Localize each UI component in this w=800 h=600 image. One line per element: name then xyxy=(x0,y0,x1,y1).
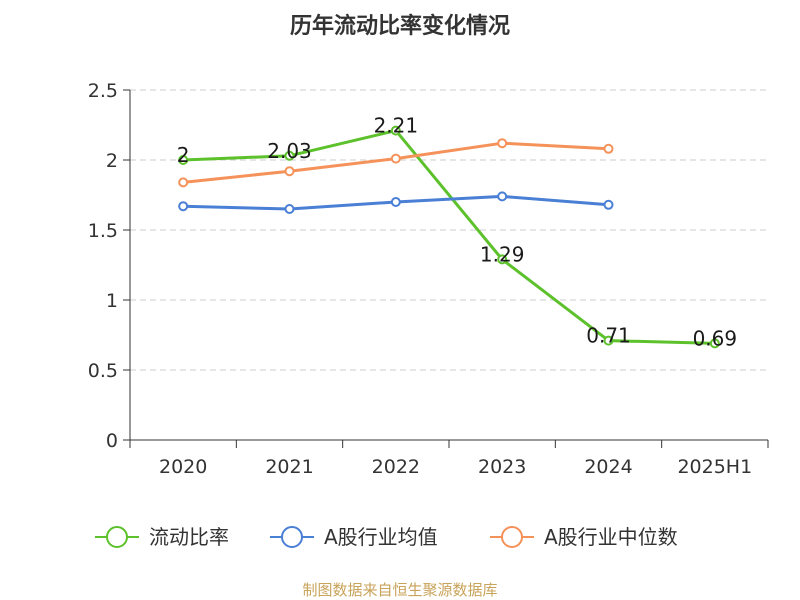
data-point xyxy=(497,191,508,202)
legend-label: A股行业均值 xyxy=(324,525,438,549)
data-point xyxy=(178,155,189,165)
data-label: 2.21 xyxy=(374,114,419,138)
y-tick-label: 0.5 xyxy=(88,360,118,382)
x-tick-label: 2025H1 xyxy=(677,456,752,478)
chart-title: 历年流动比率变化情况 xyxy=(290,13,510,39)
data-point xyxy=(284,204,295,214)
legend-item[interactable]: 流动比率 xyxy=(95,525,229,549)
legend-label: A股行业中位数 xyxy=(544,525,678,549)
legend-marker xyxy=(106,526,128,548)
x-tick-label: 2021 xyxy=(265,456,313,478)
axes: 0 0.5 1 1.5 2 2.5 2020 2021 2022 2023 2024 2025H1 xyxy=(88,80,769,478)
y-tick-label: 0 xyxy=(106,430,118,452)
data-point xyxy=(497,138,508,149)
x-tick-label: 2023 xyxy=(478,456,526,478)
series-lines xyxy=(178,125,720,349)
data-point xyxy=(178,177,189,188)
data-point xyxy=(709,338,720,349)
data-point xyxy=(390,153,401,164)
legend[interactable]: 流动比率 A股行业均值 A股行业中位数 xyxy=(95,525,678,549)
data-label: 2.03 xyxy=(267,139,312,163)
data-point xyxy=(178,201,189,212)
y-tick-label: 2 xyxy=(106,150,118,172)
data-point xyxy=(497,254,508,265)
data-point xyxy=(603,143,614,154)
legend-marker xyxy=(501,526,523,548)
data-label: 0.69 xyxy=(693,326,738,350)
y-tick-label: 2.5 xyxy=(88,80,118,102)
data-point xyxy=(390,197,401,207)
data-point xyxy=(603,335,614,346)
x-tick-label: 2022 xyxy=(372,456,420,478)
data-point xyxy=(603,199,614,210)
x-tick-label: 2020 xyxy=(159,456,207,478)
x-tick-label: 2024 xyxy=(584,456,632,478)
y-tick-label: 1.5 xyxy=(88,220,118,242)
legend-item[interactable]: A股行业中位数 xyxy=(490,525,678,549)
series-line xyxy=(183,129,715,345)
data-point xyxy=(284,166,295,177)
data-label: 0.71 xyxy=(586,324,631,348)
legend-item[interactable]: A股行业均值 xyxy=(270,525,438,549)
grid-lines xyxy=(130,89,768,371)
data-labels: 2 2.03 2.21 1.29 0.71 0.69 xyxy=(177,114,737,351)
legend-marker xyxy=(281,526,303,548)
source-note: 制图数据来自恒生聚源数据库 xyxy=(302,581,497,599)
y-tick-label: 1 xyxy=(106,290,118,312)
legend-label: 流动比率 xyxy=(149,525,229,549)
data-label: 1.29 xyxy=(480,242,525,266)
data-point xyxy=(390,125,401,136)
data-label: 2 xyxy=(177,143,190,167)
data-point xyxy=(284,150,295,161)
